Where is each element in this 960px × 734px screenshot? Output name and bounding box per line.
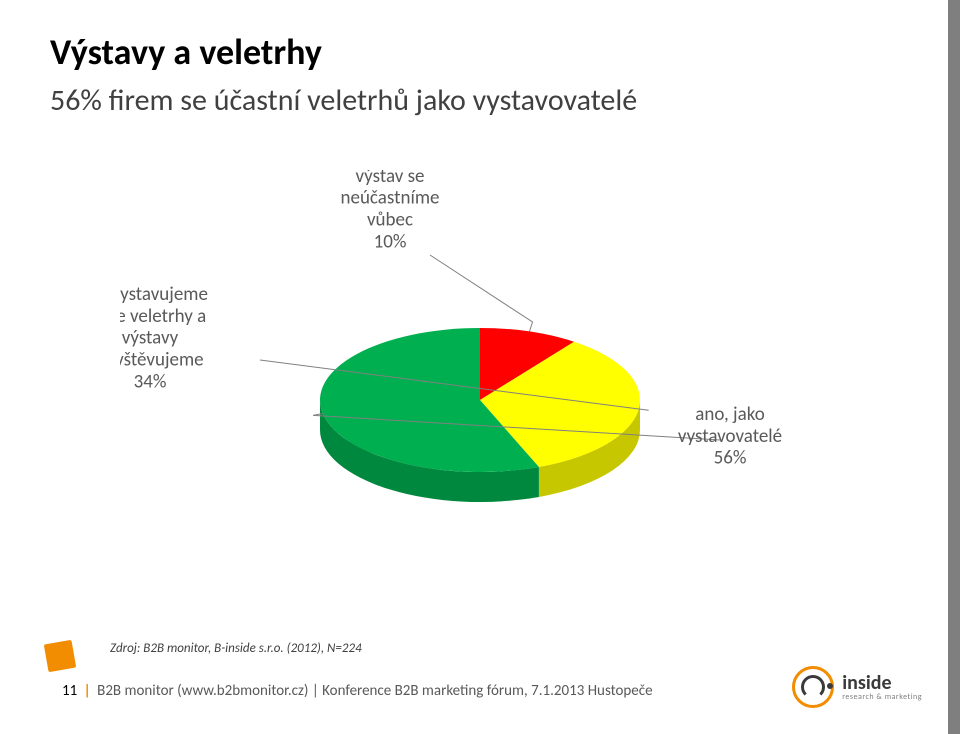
pie-chart-svg: veletrhů avýstav seneúčastnímevůbec10% ne…: [120, 170, 840, 590]
slide: Výstavy a veletrhy 56% firem se účastní …: [0, 0, 960, 734]
accent-strip: [948, 0, 960, 734]
leader-none: [430, 255, 533, 332]
pie-label-visitor: nevystavujeme, ale veletrhy avýstavynavš…: [120, 283, 208, 393]
footer-label: B2B monitor (www.b2bmonitor.cz) | Konfer…: [97, 682, 652, 700]
page-number: 11: [62, 682, 77, 700]
brand-logo: inside research & marketing: [792, 666, 922, 708]
slide-subtitle: 56% firem se účastní veletrhů jako vysta…: [50, 82, 637, 119]
pie-label-none: veletrhů avýstav seneúčastnímevůbec10%: [341, 170, 440, 253]
pie-label-yes: ano, jakovystavovatelé56%: [678, 403, 782, 470]
brand-logo-icon: [792, 666, 834, 708]
brand-logo-tagline: research & marketing: [842, 693, 922, 701]
footer-text: 11 | B2B monitor (www.b2bmonitor.cz) | K…: [62, 682, 653, 700]
accent-square-icon: [44, 640, 76, 672]
footer-separator-icon: |: [81, 682, 94, 700]
brand-logo-word: inside: [842, 673, 922, 693]
pie-chart: veletrhů avýstav seneúčastnímevůbec10% ne…: [120, 170, 840, 590]
slide-title: Výstavy a veletrhy: [50, 34, 322, 72]
source-line: Zdroj: B2B monitor, B-inside s.r.o. (201…: [110, 641, 362, 656]
